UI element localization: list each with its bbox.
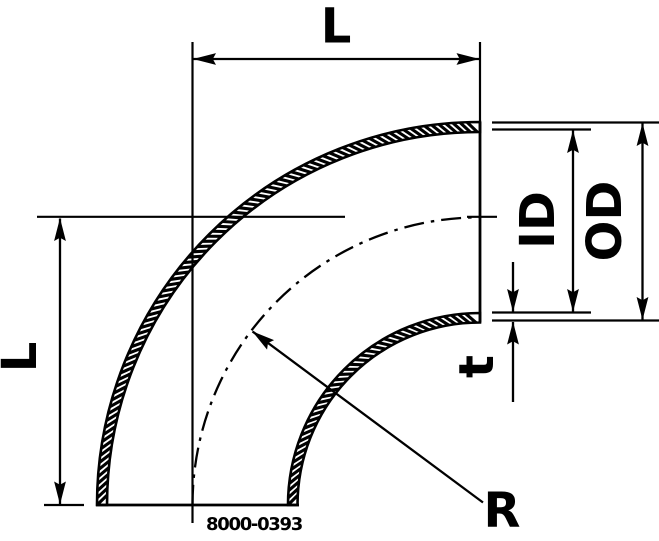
bend-centerline-arc [191, 216, 481, 505]
label-outer-diameter: OD [577, 181, 633, 262]
label-bend-radius: R [484, 483, 521, 539]
label-length-top: L [321, 0, 352, 55]
extension-lines [37, 42, 659, 523]
dimension-labels: L L ID OD t R 8000-0393 [0, 0, 633, 539]
radius-leader-arrow [251, 330, 484, 504]
label-length-left: L [0, 342, 48, 373]
label-inner-diameter: ID [510, 191, 566, 249]
outer-wall-hatching-icon [95, 121, 479, 507]
part-number: 8000-0393 [206, 514, 303, 535]
label-wall-thickness: t [449, 355, 505, 378]
dimension-lines [54, 53, 649, 505]
